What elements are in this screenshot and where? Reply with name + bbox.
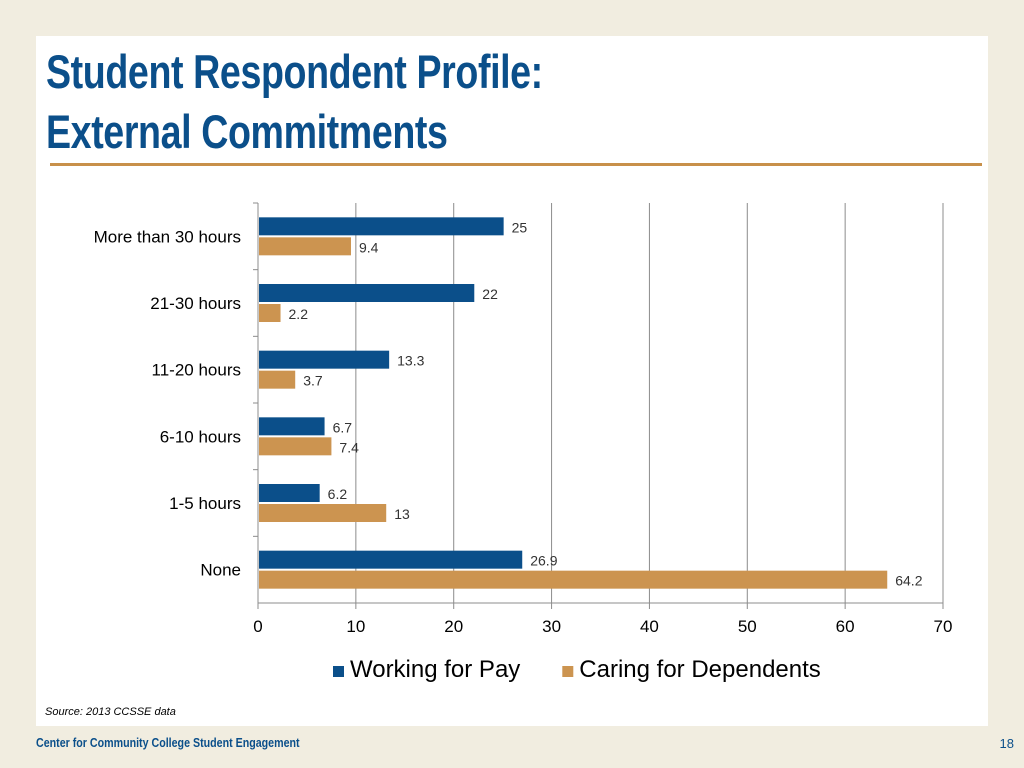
category-label: 6-10 hours	[160, 427, 241, 446]
legend-swatch	[333, 666, 344, 677]
data-label: 13	[394, 506, 410, 522]
bar	[259, 550, 523, 569]
bar-chart: 0 10 20 30 40 50 60 70 More than 30 hours 25 9.4 21…	[94, 202, 953, 683]
x-tick-label: 60	[836, 617, 855, 636]
bar	[259, 370, 296, 389]
legend-swatch	[562, 666, 574, 677]
data-label: 9.4	[359, 239, 379, 255]
category-label: 1-5 hours	[169, 494, 241, 513]
x-tick-label: 30	[542, 617, 561, 636]
title-line-2: External Commitments	[46, 105, 448, 158]
bar	[259, 484, 320, 502]
x-tick-label: 40	[640, 617, 659, 636]
page-number: 18	[999, 736, 1014, 751]
bar	[259, 284, 475, 302]
legend-label: Caring for Dependents	[579, 656, 820, 683]
category-label: None	[200, 561, 241, 580]
data-label: 25	[512, 219, 528, 235]
data-label: 26.9	[530, 553, 557, 569]
bar	[259, 504, 387, 522]
page-title: Student Respondent Profile: External Com…	[46, 42, 543, 162]
title-divider	[50, 163, 982, 166]
data-label: 64.2	[895, 573, 922, 589]
data-label: 3.7	[303, 373, 323, 389]
bar	[259, 217, 504, 236]
category-label: More than 30 hours	[94, 227, 241, 246]
bar	[259, 417, 325, 436]
footer-organization: Center for Community College Student Eng…	[36, 735, 300, 750]
title-line-1: Student Respondent Profile:	[46, 45, 543, 98]
bar	[259, 570, 888, 589]
source-note: Source: 2013 CCSSE data	[45, 706, 176, 718]
x-tick-label: 70	[934, 617, 953, 636]
bar	[259, 437, 332, 456]
slide: Student Respondent Profile: External Com…	[36, 36, 988, 726]
bar	[259, 237, 351, 256]
category-label: 21-30 hours	[150, 294, 241, 313]
x-tick-label: 20	[444, 617, 463, 636]
data-label: 7.4	[339, 439, 359, 455]
bar	[259, 304, 281, 322]
data-label: 6.2	[328, 486, 348, 502]
x-tick-label: 0	[253, 617, 262, 636]
data-label: 22	[482, 286, 498, 302]
category-label: 11-20 hours	[152, 361, 241, 380]
legend-label: Working for Pay	[350, 656, 520, 683]
x-tick-label: 10	[346, 617, 365, 636]
x-tick-label: 50	[738, 617, 757, 636]
data-label: 6.7	[333, 419, 353, 435]
bar	[259, 350, 390, 369]
data-label: 13.3	[397, 353, 424, 369]
data-label: 2.2	[289, 306, 309, 322]
